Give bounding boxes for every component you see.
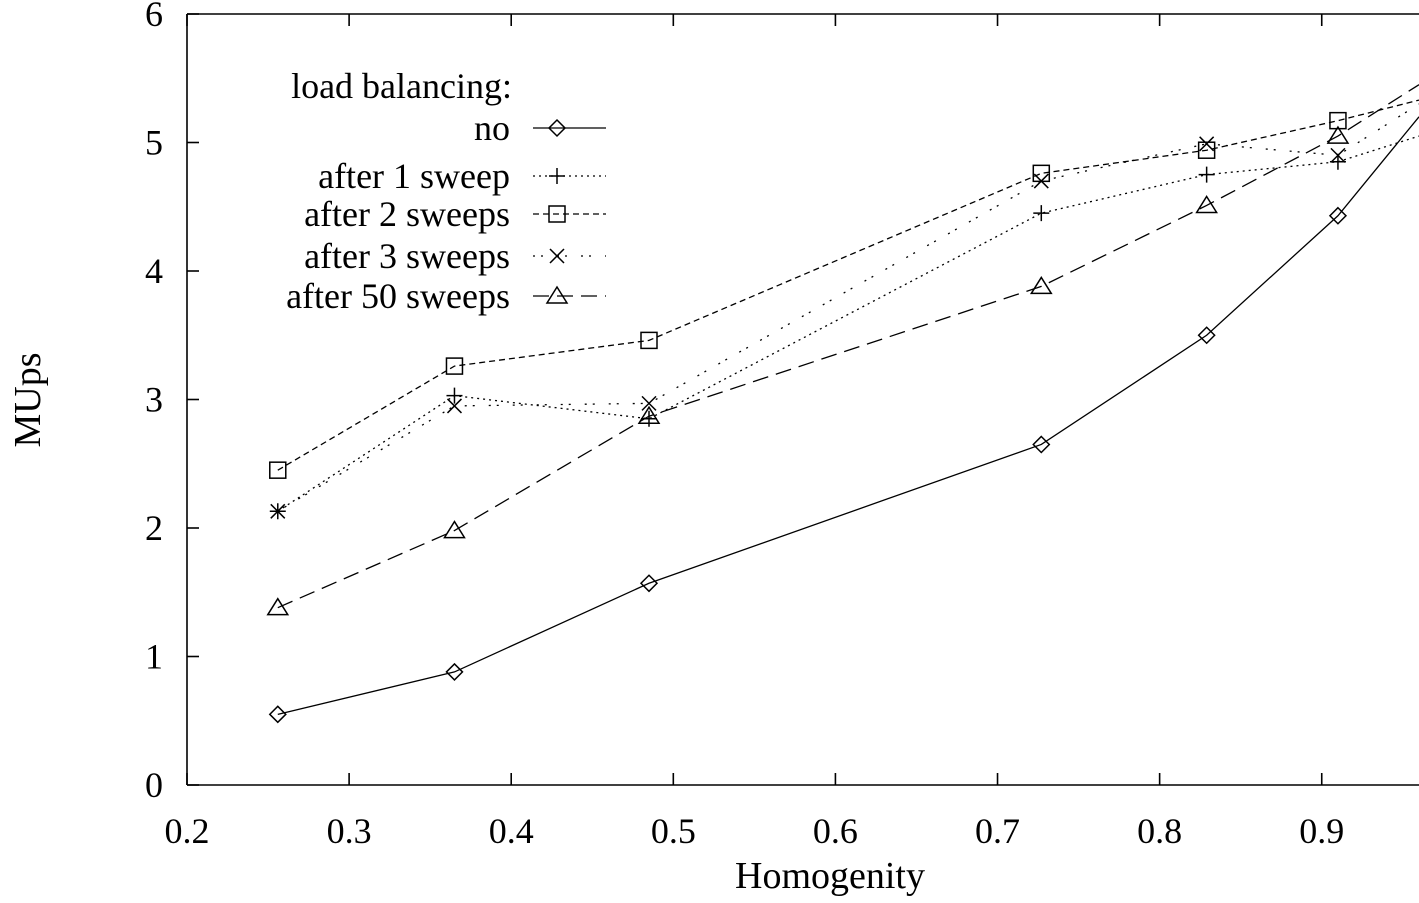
data-point [1033, 205, 1050, 222]
data-point [639, 574, 659, 593]
data-point [1199, 136, 1215, 152]
data-point [445, 662, 464, 681]
series-layer [266, 84, 1419, 724]
data-point [268, 705, 287, 724]
data-point [1328, 206, 1348, 225]
y-tick-label: 5 [145, 123, 163, 163]
data-point [637, 405, 661, 424]
data-point [1029, 276, 1053, 295]
series-after-50-sweeps [266, 84, 1419, 616]
x-tick-label: 0.6 [813, 811, 858, 851]
series-line [277, 99, 1419, 471]
data-point [640, 331, 658, 350]
series-after-1-sweep [269, 135, 1419, 520]
y-tick-label: 3 [145, 380, 163, 420]
data-point [1198, 166, 1215, 183]
data-point [1330, 147, 1346, 163]
series-no [268, 116, 1419, 724]
data-point [1032, 435, 1051, 454]
x-tick-label: 0.2 [165, 811, 210, 851]
legend-marker [549, 168, 565, 184]
data-point [1197, 326, 1216, 345]
x-tick-label: 0.5 [651, 811, 696, 851]
data-point [1032, 164, 1051, 183]
legend-label: after 1 sweep [318, 156, 510, 196]
data-point [445, 357, 464, 375]
data-point [443, 520, 466, 539]
series-after-2-sweeps [269, 99, 1419, 479]
legend-label: after 50 sweeps [286, 276, 510, 316]
series-line [277, 84, 1419, 609]
legend-marker [549, 248, 565, 264]
y-tick-label: 0 [145, 765, 163, 805]
x-tick-label: 0.7 [975, 811, 1020, 851]
x-tick-label: 0.3 [327, 811, 372, 851]
legend-marker [545, 285, 569, 304]
data-point [1326, 125, 1350, 144]
x-tick-label: 0.8 [1137, 811, 1182, 851]
series-line [277, 116, 1419, 715]
y-tick-label: 1 [145, 637, 163, 677]
data-point [266, 597, 290, 616]
data-point [446, 387, 463, 404]
y-tick-label: 4 [145, 251, 163, 291]
y-tick-label: 2 [145, 508, 163, 548]
data-point [1033, 173, 1049, 189]
y-axis-title: MUps [7, 352, 49, 447]
series-after-3-sweeps [270, 103, 1419, 519]
legend-marker [548, 205, 566, 223]
data-point [1329, 111, 1347, 130]
legend-marker [547, 118, 567, 138]
x-tick-label: 0.4 [489, 811, 534, 851]
data-point [641, 395, 657, 411]
data-point [1197, 141, 1216, 159]
data-point [269, 461, 287, 479]
data-point [446, 398, 463, 414]
x-axis-title: Homogenity [735, 855, 925, 897]
data-point [1329, 153, 1346, 170]
legend-title: load balancing: [291, 66, 512, 106]
legend-label: after 3 sweeps [304, 236, 510, 276]
axes: 0.2 0.3 0.4 0.5 0.6 0.7 0.8 0.9 0 1 2 3 4 5 6 [145, 0, 1419, 851]
legend-label: no [474, 108, 510, 148]
legend-label: after 2 sweeps [304, 194, 510, 234]
x-tick-label: 0.9 [1299, 811, 1344, 851]
data-point [1195, 195, 1218, 214]
data-point [270, 503, 286, 519]
y-tick-label: 6 [145, 0, 163, 34]
